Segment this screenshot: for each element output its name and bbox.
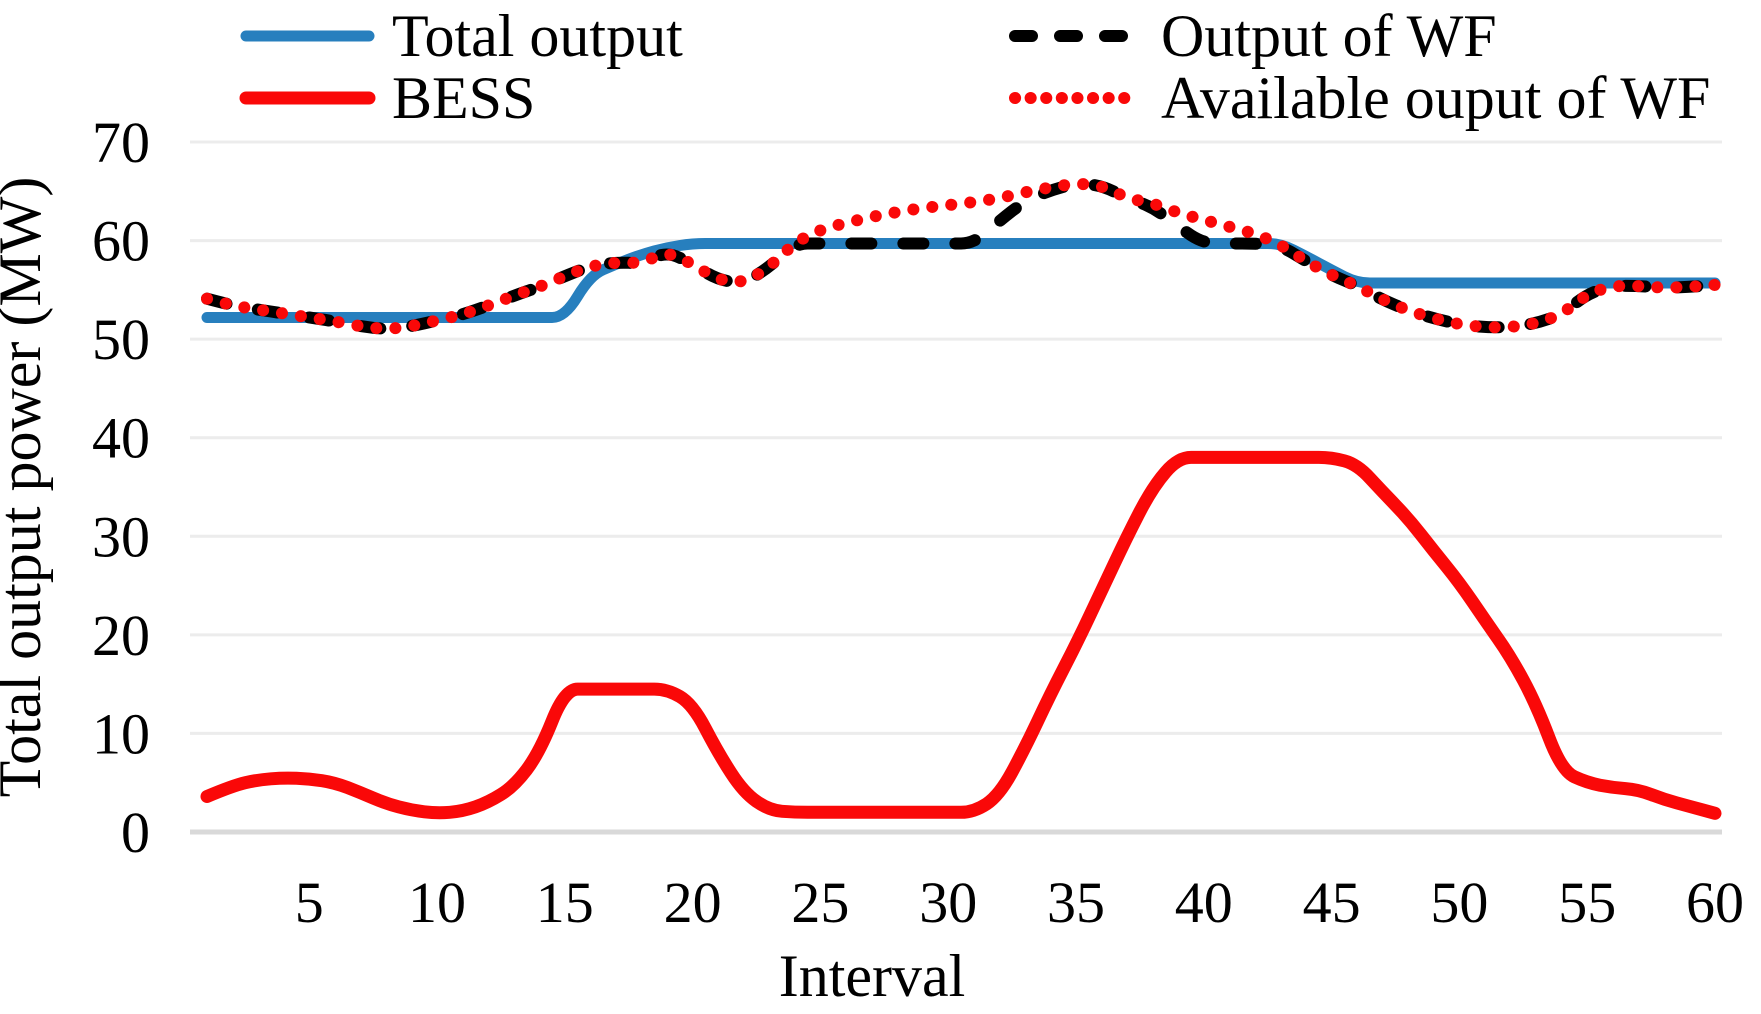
legend-item-bess: BESS <box>239 65 536 131</box>
legend-swatch-dashed-black-icon <box>1009 30 1144 42</box>
legend-label-total-output: Total output <box>392 3 683 69</box>
x-tick-label: 15 <box>536 870 594 935</box>
legend-swatch-solid-red-icon <box>239 91 376 105</box>
legend-swatch-solid-blue-icon <box>240 30 375 42</box>
series-line-output-of-wf <box>201 178 1721 335</box>
y-tick-label: 0 <box>121 800 150 865</box>
x-tick-label: 30 <box>919 870 977 935</box>
x-axis-title: Interval <box>779 943 966 1009</box>
tick-labels: 5 10 15 20 25 30 35 40 45 50 55 60 0 10 20 30 40 50 60 70 <box>92 110 1744 935</box>
y-tick-label: 30 <box>92 504 150 569</box>
y-tick-label: 10 <box>92 701 150 766</box>
x-tick-label: 55 <box>1558 870 1616 935</box>
y-axis-title: Total output power (MW) <box>0 177 53 798</box>
x-tick-label: 10 <box>408 870 466 935</box>
y-tick-label: 40 <box>92 406 150 471</box>
legend-label-available-ouput-of-wf: Available ouput of WF <box>1161 65 1711 131</box>
legend: Total output BESS Output of WF Available… <box>0 0 1761 140</box>
series-line-available-ouput-of-wf <box>201 178 1721 335</box>
legend-label-bess: BESS <box>392 65 536 131</box>
series-line-bess <box>200 450 1722 820</box>
y-tick-label: 60 <box>92 209 150 274</box>
y-tick-label: 20 <box>92 603 150 668</box>
legend-label-output-of-wf: Output of WF <box>1161 3 1497 69</box>
x-tick-label: 5 <box>295 870 324 935</box>
x-tick-label: 20 <box>664 870 722 935</box>
x-tick-label: 35 <box>1047 870 1105 935</box>
legend-item-total-output: Total output <box>239 3 683 69</box>
legend-item-output-of-wf: Output of WF <box>1008 3 1497 69</box>
x-tick-label: 40 <box>1175 870 1233 935</box>
legend-swatch-dotted-red-icon <box>1009 92 1144 104</box>
y-tick-label: 70 <box>92 110 150 175</box>
legend-item-available-ouput-of-wf: Available ouput of WF <box>1008 65 1711 131</box>
gridlines <box>190 140 1722 835</box>
x-tick-label: 50 <box>1430 870 1488 935</box>
x-tick-label: 45 <box>1303 870 1361 935</box>
x-tick-label: 60 <box>1686 870 1744 935</box>
x-tick-label: 25 <box>791 870 849 935</box>
y-tick-label: 50 <box>92 307 150 372</box>
series-line-total-output <box>201 238 1721 323</box>
